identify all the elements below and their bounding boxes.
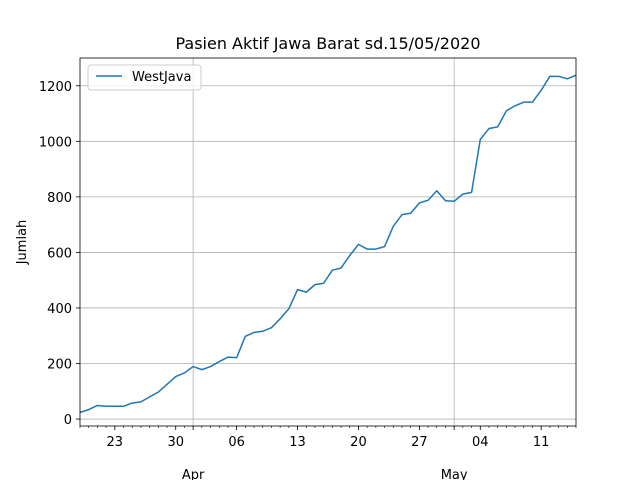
x-tick-label: 11 <box>533 435 550 450</box>
x-tick-label: 04 <box>472 435 489 450</box>
legend: WestJava <box>87 64 202 91</box>
x-tick-label: 13 <box>289 435 306 450</box>
y-tick-label: 1200 <box>39 80 72 95</box>
x-tick-label: 06 <box>228 435 245 450</box>
series-line-westjava <box>79 74 577 414</box>
x-month-label: May <box>441 468 468 480</box>
y-tick-label: 200 <box>47 358 72 373</box>
y-tick-label: 1000 <box>39 135 72 150</box>
x-tick-label: 23 <box>107 435 124 450</box>
y-tick-label: 600 <box>47 246 72 261</box>
legend-label: WestJava <box>132 70 191 85</box>
x-month-label: Apr <box>182 468 205 480</box>
axes: 0 200 400 600 800 1000 1200 Apr May 23 30 06 13 20 27 0… <box>39 57 577 480</box>
y-axis-label: Jumlah <box>15 220 30 266</box>
legend-frame <box>87 64 202 91</box>
y-tick-label: 400 <box>47 302 72 317</box>
grid <box>80 58 576 426</box>
x-tick-label: 27 <box>411 435 428 450</box>
y-tick-label: 800 <box>47 191 72 206</box>
chart-title: Pasien Aktif Jawa Barat sd.15/05/2020 <box>175 34 480 53</box>
y-tick-label: 0 <box>64 413 72 428</box>
plot-area <box>79 74 577 414</box>
x-tick-label: 20 <box>350 435 367 450</box>
x-tick-label: 30 <box>167 435 184 450</box>
axes-frame <box>79 57 577 427</box>
